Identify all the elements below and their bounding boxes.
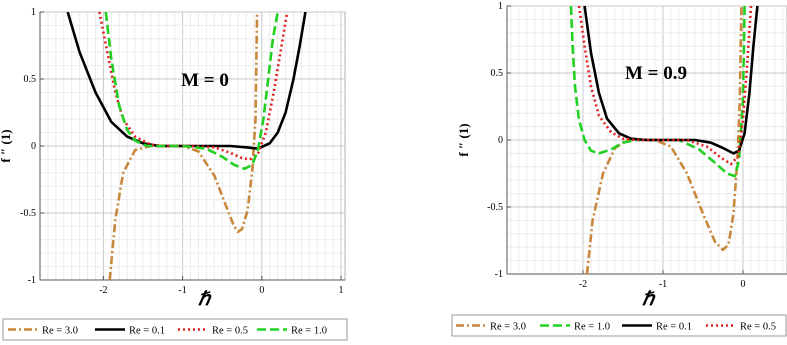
y-tick-label: -0.5 <box>487 202 503 213</box>
series-lines <box>569 6 759 274</box>
y-tick-label: 0 <box>498 135 503 146</box>
y-tick-label: -1 <box>28 275 36 286</box>
y-tick-label: 1 <box>498 1 503 12</box>
annotation-label: M = 0.9 <box>625 63 687 84</box>
series-line <box>569 6 746 178</box>
x-tick-label: -2 <box>579 279 587 290</box>
series-line <box>583 6 759 155</box>
legend-label: Re = 0.1 <box>129 326 165 337</box>
legend-label: Re = 0.5 <box>740 322 776 333</box>
x-tick-label: 1 <box>339 285 344 296</box>
annotation-label: M = 0 <box>181 70 229 91</box>
series-line <box>585 6 743 274</box>
legend-label: Re = 3.0 <box>490 322 526 333</box>
series-lines <box>66 12 307 280</box>
legend-label: Re = 1.0 <box>291 326 327 337</box>
series-line <box>108 12 259 280</box>
series-line <box>577 6 753 166</box>
legend-box <box>2 318 348 341</box>
chart-panel-m09: -2 -1 0-1-0.500.51M = 0.9f ″ (1)ℏRe = 3.0 R… <box>451 1 787 337</box>
legend: Re = 3.0 Re = 1.0 Re = 0.1 Re = 0.5 <box>451 314 787 337</box>
x-tick-label: 0 <box>741 279 746 290</box>
legend: Re = 3.0 Re = 0.1 Re = 0.5 Re = 1.0 <box>2 318 348 341</box>
x-axis-label: ℏ <box>642 289 656 310</box>
legend-label: Re = 0.1 <box>656 322 692 333</box>
x-tick-label: -2 <box>99 285 107 296</box>
y-axis-label: f ″ (1) <box>456 123 471 156</box>
x-tick-label: -1 <box>178 285 186 296</box>
x-tick-label: -1 <box>659 279 667 290</box>
legend-box <box>451 314 787 337</box>
y-tick-label: 0 <box>31 141 36 152</box>
legend-label: Re = 1.0 <box>574 322 610 333</box>
series-line <box>104 12 279 171</box>
legend-label: Re = 3.0 <box>42 326 78 337</box>
chart-panel-m0: -2-101-1-0.500.51M = 0f ″ (1)ℏRe = 3.0Re… <box>0 7 348 341</box>
y-tick-label: 0.5 <box>491 68 504 79</box>
y-tick-label: 0.5 <box>24 74 37 85</box>
y-axis-label: f ″ (1) <box>0 129 13 162</box>
y-tick-label: -1 <box>495 269 503 280</box>
y-tick-label: 1 <box>31 7 36 18</box>
legend-label: Re = 0.5 <box>212 326 248 337</box>
x-axis-label: ℏ <box>198 289 212 310</box>
series-line <box>66 12 307 150</box>
x-tick-label: 0 <box>259 285 264 296</box>
y-tick-label: -0.5 <box>20 208 36 219</box>
